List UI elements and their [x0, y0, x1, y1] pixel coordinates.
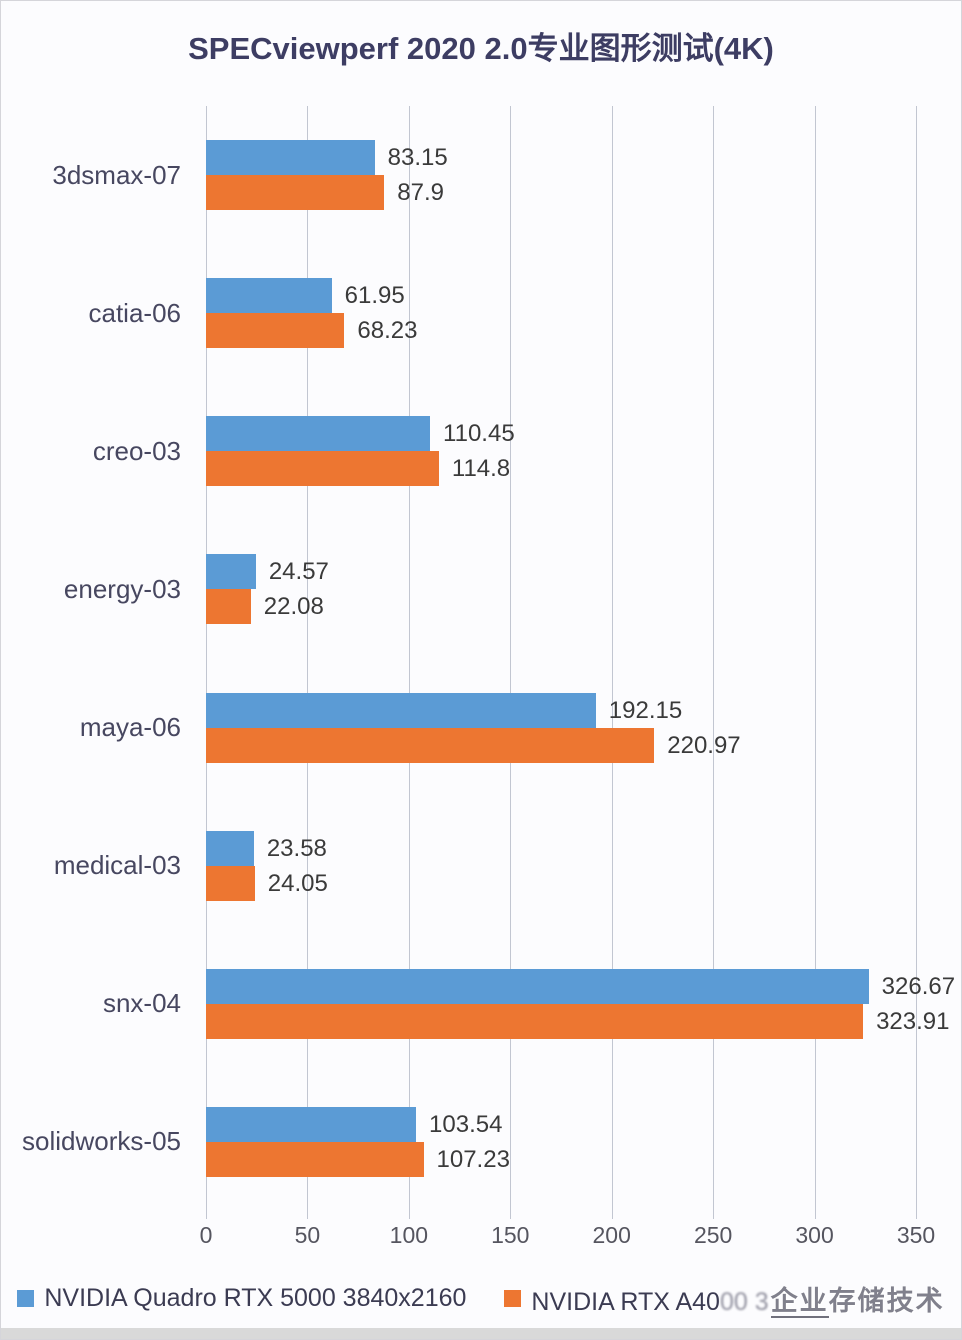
legend-swatch-blue-icon [17, 1290, 35, 1307]
x-tick-label: 100 [389, 1222, 429, 1248]
gridline [916, 106, 917, 1219]
x-tick-label: 350 [896, 1222, 936, 1248]
category-label: 3dsmax-07 [52, 159, 181, 190]
legend-label-series-2: NVIDIA RTX A4000 3企业存储技术 [531, 1286, 945, 1318]
value-label-series-1: 61.95 [344, 282, 405, 310]
legend-label-series-1: NVIDIA Quadro RTX 5000 3840x2160 [44, 1284, 467, 1312]
category-row: snx-04 326.67 323.91 [103, 935, 955, 1073]
x-tick-label: 150 [491, 1222, 530, 1248]
category-row: creo-03 110.45 114.8 [93, 382, 916, 520]
category-row: medical-03 23.58 24.05 [54, 797, 916, 935]
category-row: 3dsmax-07 83.15 87.9 [52, 106, 916, 244]
category-label: solidworks-05 [22, 1126, 181, 1157]
x-tick-label: 50 [294, 1222, 321, 1248]
bar-series-2: 87.9 [206, 175, 444, 210]
category-label: catia-06 [88, 297, 182, 328]
category-row: energy-03 24.57 22.08 [64, 520, 916, 658]
bar-series-2: 22.08 [206, 589, 324, 625]
value-label-series-2: 22.08 [263, 593, 324, 621]
bar-series-2: 323.91 [206, 1003, 949, 1039]
value-label-series-1: 110.45 [443, 420, 515, 448]
category-row: maya-06 192.15 220.97 [80, 659, 916, 797]
x-axis: 0 50 100 150 200 250 300 350 [200, 1222, 936, 1252]
gridline [510, 106, 512, 1219]
value-label-series-2: 220.97 [667, 731, 741, 759]
bar-series-2: 68.23 [206, 313, 417, 349]
chart-title: SPECviewperf 2020 2.0专业图形测试(4K) [188, 31, 774, 66]
category-label: maya-06 [79, 712, 181, 742]
x-tick-label: 200 [592, 1222, 631, 1248]
bar-series-1: 83.15 [206, 140, 448, 175]
bar-series-2: 220.97 [206, 727, 741, 763]
bar-series-1: 110.45 [206, 416, 515, 452]
bar-series-1: 61.95 [206, 278, 405, 314]
bar-series-2: 107.23 [206, 1141, 510, 1177]
value-label-series-1: 83.15 [387, 144, 448, 171]
x-tick-label: 300 [795, 1222, 834, 1248]
value-label-series-1: 326.67 [881, 972, 956, 1000]
legend-item-series-1: NVIDIA Quadro RTX 5000 3840x2160 [17, 1284, 466, 1313]
legend-item-series-2: NVIDIA RTX A4000 3企业存储技术 [504, 1279, 944, 1318]
category-row: catia-06 61.95 68.23 [89, 244, 916, 382]
category-label: snx-04 [102, 988, 181, 1019]
legend-label-obscured-fragment: 00 3 [719, 1288, 769, 1316]
category-label: medical-03 [53, 850, 181, 881]
bar-series-1: 24.57 [206, 554, 329, 590]
legend-swatch-orange-icon [504, 1290, 522, 1307]
bar-series-1: 326.67 [206, 968, 955, 1004]
gridline [814, 106, 816, 1219]
value-label-series-1: 103.54 [429, 1110, 503, 1138]
bar-series-1: 103.54 [206, 1106, 502, 1142]
value-label-series-2: 107.23 [436, 1145, 510, 1173]
bar-series-1: 192.15 [206, 692, 682, 728]
value-label-series-2: 68.23 [357, 317, 418, 345]
value-label-series-2: 323.91 [876, 1007, 950, 1035]
value-label-series-1: 23.58 [266, 834, 327, 862]
bar-series-1: 23.58 [206, 830, 327, 866]
gridline [611, 106, 613, 1219]
x-tick-label: 0 [199, 1222, 213, 1248]
value-label-series-2: 87.9 [397, 179, 445, 206]
value-label-series-1: 24.57 [268, 558, 329, 586]
bar-series-2: 114.8 [206, 451, 510, 487]
watermark-text: 企业存储技术 [770, 1286, 945, 1318]
value-label-series-2: 24.05 [267, 869, 328, 897]
bottom-strip [1, 1328, 961, 1339]
gridline [713, 106, 715, 1219]
gridline [206, 106, 207, 1219]
legend: NVIDIA Quadro RTX 5000 3840x2160 NVIDIA … [1, 1279, 961, 1318]
value-label-series-1: 192.15 [608, 696, 683, 724]
x-tick-label: 250 [693, 1222, 733, 1248]
bar-series-2: 24.05 [206, 865, 328, 901]
category-label: energy-03 [63, 573, 181, 604]
category-row: solidworks-05 103.54 107.23 [22, 1073, 916, 1211]
gridline [408, 106, 410, 1219]
value-label-series-2: 114.8 [451, 455, 511, 483]
gridline [307, 106, 309, 1219]
category-label: creo-03 [92, 435, 181, 466]
plot-area: 3dsmax-07 83.15 87.9 catia-06 61.95 68.2… [22, 106, 955, 1219]
